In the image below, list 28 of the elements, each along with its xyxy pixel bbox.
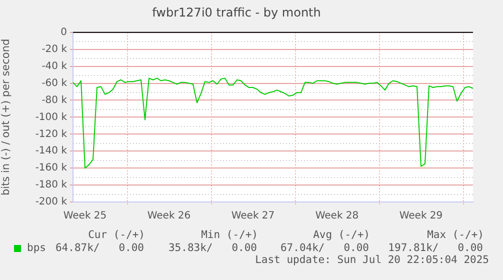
y-tick-label: -160 k xyxy=(35,162,68,174)
legend-label: bps xyxy=(27,242,46,254)
x-tick-label: Week 26 xyxy=(147,210,191,222)
y-tick-label: -100 k xyxy=(35,112,68,123)
text: 67.04k/ 0.00 xyxy=(280,242,369,254)
y-tick-label: -200 k xyxy=(35,196,68,208)
text: Last update: Sun Jul 20 22:05:04 2025 xyxy=(255,254,489,266)
text: Min (-/+) xyxy=(201,229,258,241)
y-tick-label: -60 k xyxy=(42,78,68,89)
text: 197.81k/ 0.00 xyxy=(388,242,483,254)
y-tick-label: -140 k xyxy=(35,146,68,157)
y-axis-title: bits in (-) / out (+) per second xyxy=(0,38,12,196)
x-tick-label: Week 27 xyxy=(231,210,275,222)
y-tick-label: -80 k xyxy=(42,94,68,106)
y-tick-label: -180 k xyxy=(35,180,68,191)
x-tick-label: Week 29 xyxy=(399,210,443,222)
y-tick-label: -120 k xyxy=(35,128,68,140)
text: 64.87k/ 0.00 xyxy=(55,242,144,254)
text: Avg (-/+) xyxy=(313,229,370,241)
x-tick-label: Week 25 xyxy=(63,210,107,222)
x-tick-label: Week 28 xyxy=(315,210,359,222)
chart-title: fwbr127i0 traffic - by month xyxy=(152,5,321,20)
text: Cur (-/+) xyxy=(88,229,145,241)
y-tick-label: -20 k xyxy=(42,44,68,55)
text: 35.83k/ 0.00 xyxy=(168,242,257,254)
text: Max (-/+) xyxy=(427,229,484,241)
y-tick-label: -40 k xyxy=(42,60,68,72)
y-tick-label: 0 xyxy=(60,26,67,38)
